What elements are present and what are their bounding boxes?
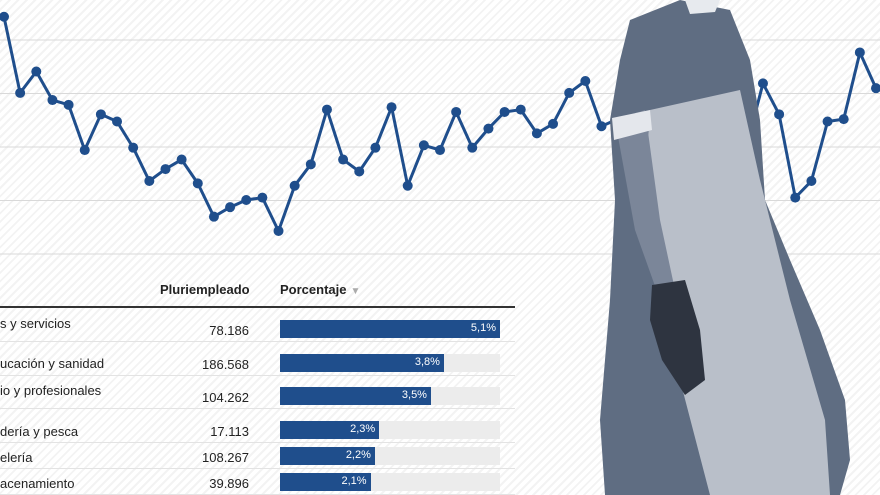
- data-point: [854, 47, 865, 58]
- worker-glove-shape: [650, 280, 705, 395]
- healthcare-worker-photo: [600, 0, 850, 495]
- percentage-bar: 2,1%: [280, 473, 371, 491]
- percentage-bar-track: 2,2%: [280, 447, 500, 465]
- column-header-count-label: Pluriempleado: [160, 282, 250, 297]
- data-point: [871, 83, 880, 94]
- count-value: 78.186: [209, 323, 249, 338]
- data-point: [515, 104, 526, 115]
- percentage-label: 5,1%: [470, 322, 496, 334]
- percentage-label: 2,3%: [350, 423, 376, 435]
- data-point: [435, 145, 445, 156]
- data-point: [305, 159, 316, 170]
- worker-arm-shape: [615, 110, 675, 300]
- table-row: s y servicios 78.186 5,1%: [0, 316, 515, 342]
- data-point: [580, 76, 591, 87]
- row-divider: [0, 408, 515, 409]
- percentage-bar: 2,2%: [280, 447, 375, 465]
- data-point: [790, 192, 801, 203]
- data-point: [822, 116, 833, 127]
- count-value: 39.896: [209, 476, 249, 491]
- data-point: [531, 128, 542, 139]
- data-point: [321, 104, 332, 115]
- row-divider: [0, 375, 515, 376]
- data-point: [451, 106, 462, 117]
- data-point: [418, 140, 429, 151]
- data-point: [564, 87, 575, 98]
- sector-label: s y servicios: [0, 316, 71, 331]
- sort-down-icon[interactable]: ▼: [350, 286, 361, 297]
- data-point: [257, 192, 268, 203]
- data-point: [338, 154, 349, 165]
- data-point: [370, 142, 381, 153]
- table-row: dería y pesca 17.113 2,3%: [0, 417, 515, 443]
- data-point: [144, 175, 155, 186]
- worker-mask-shape: [685, 0, 720, 14]
- data-point: [0, 11, 9, 22]
- percentage-label: 3,8%: [414, 356, 440, 368]
- worker-sleeve-cuff-shape: [612, 110, 652, 140]
- row-divider: [0, 341, 515, 342]
- worker-apron-shape: [645, 90, 830, 495]
- percentage-bar-track: 2,1%: [280, 473, 500, 491]
- percentage-bar: 3,8%: [280, 354, 444, 372]
- column-header-count[interactable]: Pluriempleado: [160, 282, 250, 297]
- data-point: [176, 154, 187, 165]
- table-row: elería 108.267 2,2%: [0, 443, 515, 469]
- data-point: [208, 211, 219, 222]
- data-point: [112, 116, 123, 127]
- data-point: [225, 202, 236, 213]
- data-point: [774, 109, 785, 120]
- data-point: [354, 166, 365, 177]
- sector-label: acenamiento: [0, 476, 75, 491]
- data-point: [95, 109, 106, 120]
- data-point: [386, 102, 397, 113]
- percentage-bar: 3,5%: [280, 387, 431, 405]
- data-point: [838, 114, 849, 125]
- count-value: 17.113: [210, 424, 249, 439]
- percentage-bar-track: 2,3%: [280, 421, 500, 439]
- data-point: [757, 78, 768, 89]
- data-point: [31, 66, 42, 77]
- sector-label: elería: [0, 450, 33, 465]
- percentage-label: 2,2%: [345, 449, 371, 461]
- percentage-label: 3,5%: [401, 389, 427, 401]
- percentage-bar: 5,1%: [280, 320, 500, 338]
- count-value: 186.568: [202, 357, 249, 372]
- sector-label: dería y pesca: [0, 424, 79, 439]
- column-header-percentage[interactable]: Porcentaje ▼: [280, 282, 360, 297]
- data-point: [499, 106, 510, 117]
- data-point: [806, 175, 817, 186]
- table-row: io y profesionales 104.262 3,5%: [0, 383, 515, 409]
- data-point: [241, 195, 252, 206]
- percentage-bar-track: 3,5%: [280, 387, 500, 405]
- data-point: [160, 164, 171, 175]
- data-point: [63, 99, 74, 110]
- percentage-bar: 2,3%: [280, 421, 380, 439]
- data-point: [273, 225, 284, 236]
- table-row: ucación y sanidad 186.568 3,8%: [0, 350, 515, 376]
- data-point: [402, 180, 413, 191]
- table-row: acenamiento 39.896 2,1%: [0, 469, 515, 495]
- data-point: [47, 95, 58, 106]
- data-point: [483, 123, 494, 134]
- percentage-bar-track: 5,1%: [280, 320, 500, 338]
- column-header-percentage-label: Porcentaje: [280, 282, 347, 297]
- table-header-rule: [0, 306, 515, 308]
- data-point: [467, 142, 478, 153]
- data-point: [192, 178, 203, 189]
- data-point: [79, 145, 90, 156]
- data-point: [15, 87, 26, 98]
- percentage-bar-track: 3,8%: [280, 354, 500, 372]
- data-point: [289, 180, 300, 191]
- row-divider: [0, 442, 515, 443]
- data-point: [548, 118, 559, 129]
- sector-label: io y profesionales: [0, 383, 102, 398]
- data-point: [128, 142, 139, 153]
- percentage-label: 2,1%: [341, 475, 367, 487]
- sector-label: ucación y sanidad: [0, 356, 105, 371]
- row-divider: [0, 468, 515, 469]
- data-point: [596, 121, 607, 132]
- count-value: 108.267: [202, 450, 249, 465]
- count-value: 104.262: [202, 390, 249, 405]
